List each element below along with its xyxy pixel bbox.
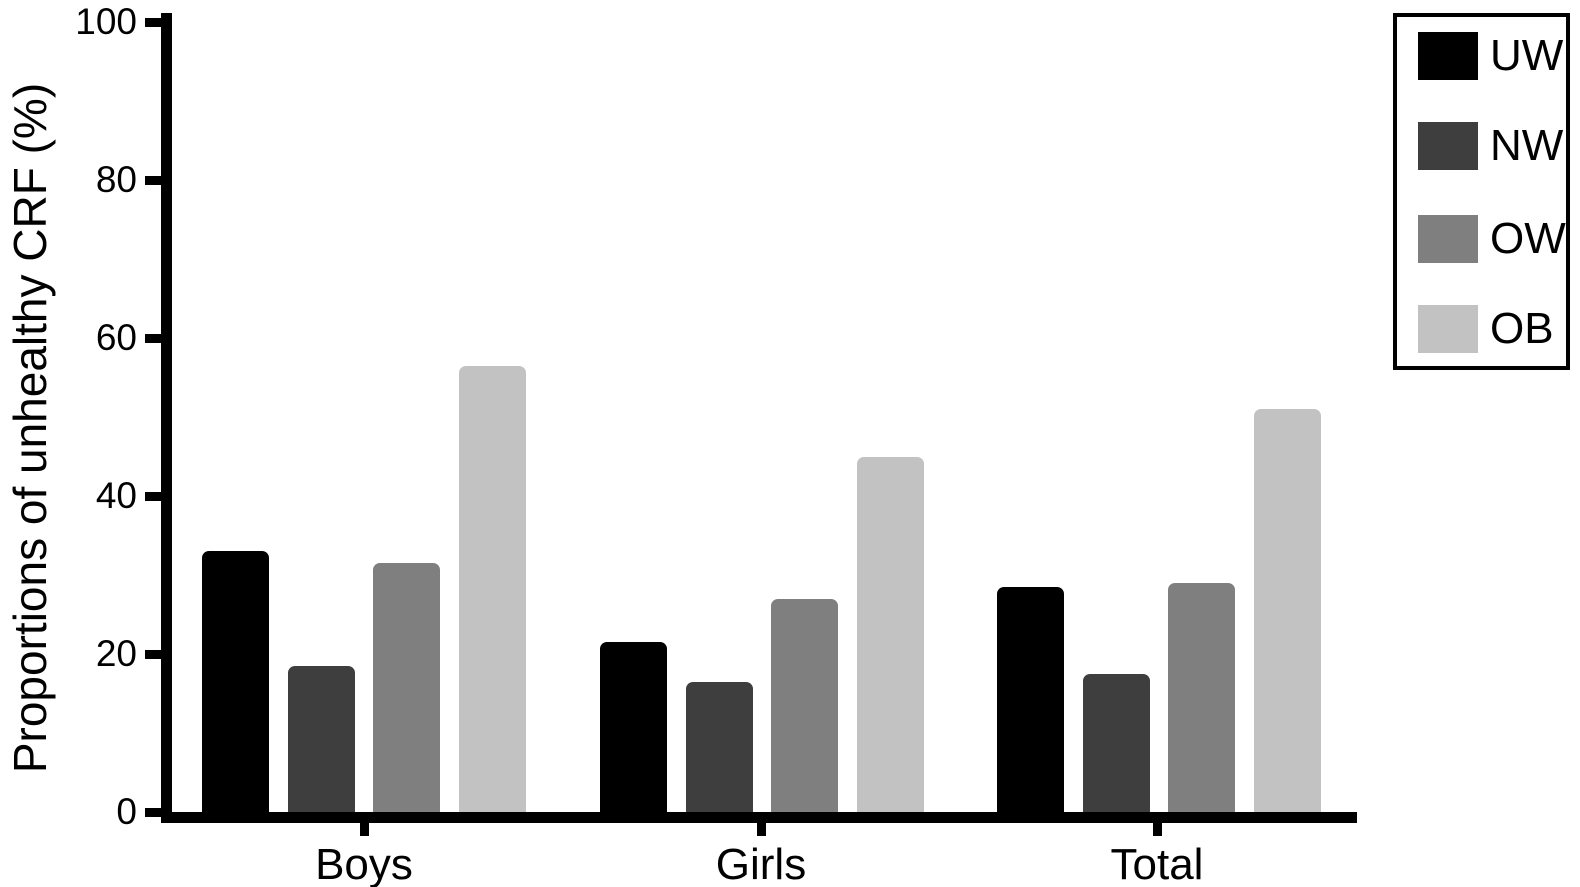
y-tick-mark	[145, 649, 161, 659]
legend-item-nw: NW	[1397, 122, 1566, 170]
legend-swatch-uw	[1418, 32, 1478, 80]
x-category-label-total: Total	[1110, 840, 1204, 887]
bar-ob-total	[1253, 409, 1321, 812]
bar-ow-boys	[373, 563, 440, 812]
x-axis-line	[161, 812, 1357, 823]
bar-nw-boys	[287, 665, 355, 812]
legend-item-ob: OB	[1397, 305, 1566, 353]
y-tick-label: 0	[116, 791, 137, 832]
bar-uw-total	[997, 586, 1064, 812]
bar-ob-boys	[458, 365, 526, 812]
bar-nw-girls	[685, 681, 753, 812]
y-axis-line	[161, 13, 172, 823]
y-tick-mark	[145, 491, 161, 501]
y-tick-label: 40	[95, 475, 137, 516]
legend-label-ow: OW	[1490, 214, 1566, 263]
legend-swatch-nw	[1418, 122, 1478, 170]
x-category-label-girls: Girls	[715, 840, 807, 887]
legend-label-uw: UW	[1490, 31, 1564, 80]
plot-area: 0 20 40 60 80 100 Boys Girls Total	[75, 1, 1357, 887]
legend-label-nw: NW	[1490, 121, 1564, 170]
y-tick-label: 80	[95, 159, 137, 200]
legend-swatch-ow	[1418, 215, 1478, 263]
bar-nw-total	[1082, 673, 1150, 812]
legend-item-ow: OW	[1397, 215, 1566, 263]
y-tick-label: 60	[95, 317, 137, 358]
legend-swatch-ob	[1418, 305, 1478, 353]
x-tick-mark	[359, 823, 369, 836]
legend-label-ob: OB	[1490, 304, 1554, 353]
y-tick-mark	[145, 17, 161, 27]
y-tick-mark	[145, 807, 161, 817]
y-tick-label: 20	[95, 633, 137, 674]
legend: UW NW OW OB	[1393, 13, 1570, 370]
bar-ow-total	[1168, 582, 1235, 812]
bar-ob-girls	[856, 456, 924, 812]
x-tick-mark	[756, 823, 766, 836]
bar-uw-boys	[202, 551, 269, 812]
x-category-label-boys: Boys	[315, 840, 413, 887]
legend-item-uw: UW	[1397, 32, 1566, 80]
bar-uw-girls	[600, 642, 667, 812]
y-tick-mark	[145, 333, 161, 343]
x-tick-mark	[1152, 823, 1162, 836]
bar-ow-girls	[771, 598, 838, 812]
y-tick-mark	[145, 175, 161, 185]
y-tick-label: 100	[75, 1, 137, 42]
